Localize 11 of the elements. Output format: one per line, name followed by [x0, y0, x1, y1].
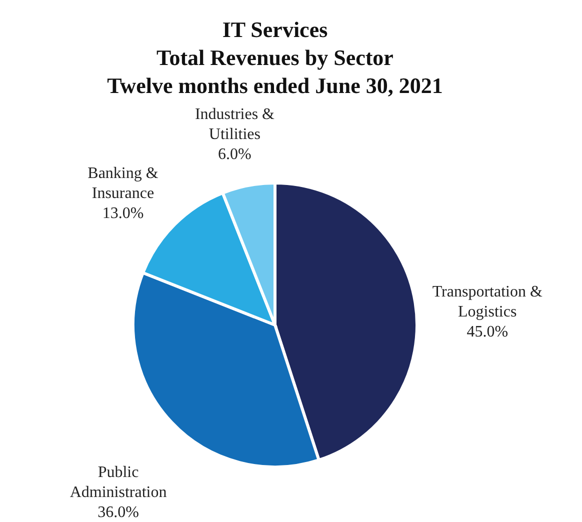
data-label: 45.0%	[466, 323, 508, 340]
data-label: 13.0%	[102, 204, 144, 222]
data-label: 36.0%	[98, 504, 139, 522]
chart-title: IT Services	[222, 16, 328, 42]
data-label: 6.0%	[218, 146, 252, 163]
chart-subtitle: Total Revenues by Sector	[156, 44, 394, 70]
slice-label: Banking & Insurance	[88, 164, 159, 202]
slice-label: Public Administration	[70, 464, 167, 502]
slice-label: Industries & Utilities	[194, 106, 276, 143]
slice-label: Transportation & Logistics	[432, 283, 543, 320]
text: Twelve months ended June 30, 2021	[107, 72, 443, 98]
